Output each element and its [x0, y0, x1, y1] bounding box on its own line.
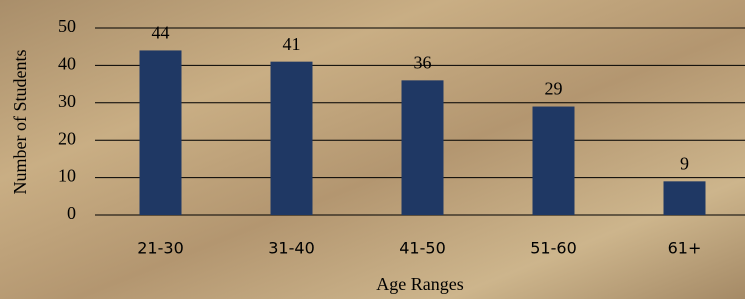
value-label: 41	[283, 34, 301, 54]
bar	[533, 107, 575, 215]
y-tick-label: 50	[58, 16, 76, 36]
value-label: 9	[680, 153, 689, 173]
y-axis-title: Number of Students	[10, 50, 30, 195]
y-tick-label: 10	[58, 166, 76, 186]
value-label: 29	[545, 79, 563, 99]
bar	[664, 181, 706, 215]
x-tick-label: 61+	[668, 239, 702, 258]
x-tick-label: 51-60	[530, 239, 577, 258]
value-label: 36	[414, 52, 432, 72]
value-label: 44	[152, 23, 170, 43]
bar	[402, 80, 444, 215]
y-tick-label: 20	[58, 128, 76, 148]
y-tick-label: 0	[67, 203, 76, 223]
bar	[271, 62, 313, 215]
bar	[140, 50, 182, 215]
x-tick-label: 21-30	[137, 239, 184, 258]
x-tick-label: 31-40	[268, 239, 315, 258]
y-tick-label: 30	[58, 91, 76, 111]
x-axis-title: Age Ranges	[376, 274, 463, 294]
background	[0, 0, 745, 299]
y-tick-label: 40	[58, 54, 76, 74]
page: Number of Students Age Ranges 0 10 20 30 40 5…	[0, 0, 745, 299]
x-tick-label: 41-50	[399, 239, 446, 258]
chart: Number of Students Age Ranges 0 10 20 30 40 5…	[0, 0, 745, 299]
